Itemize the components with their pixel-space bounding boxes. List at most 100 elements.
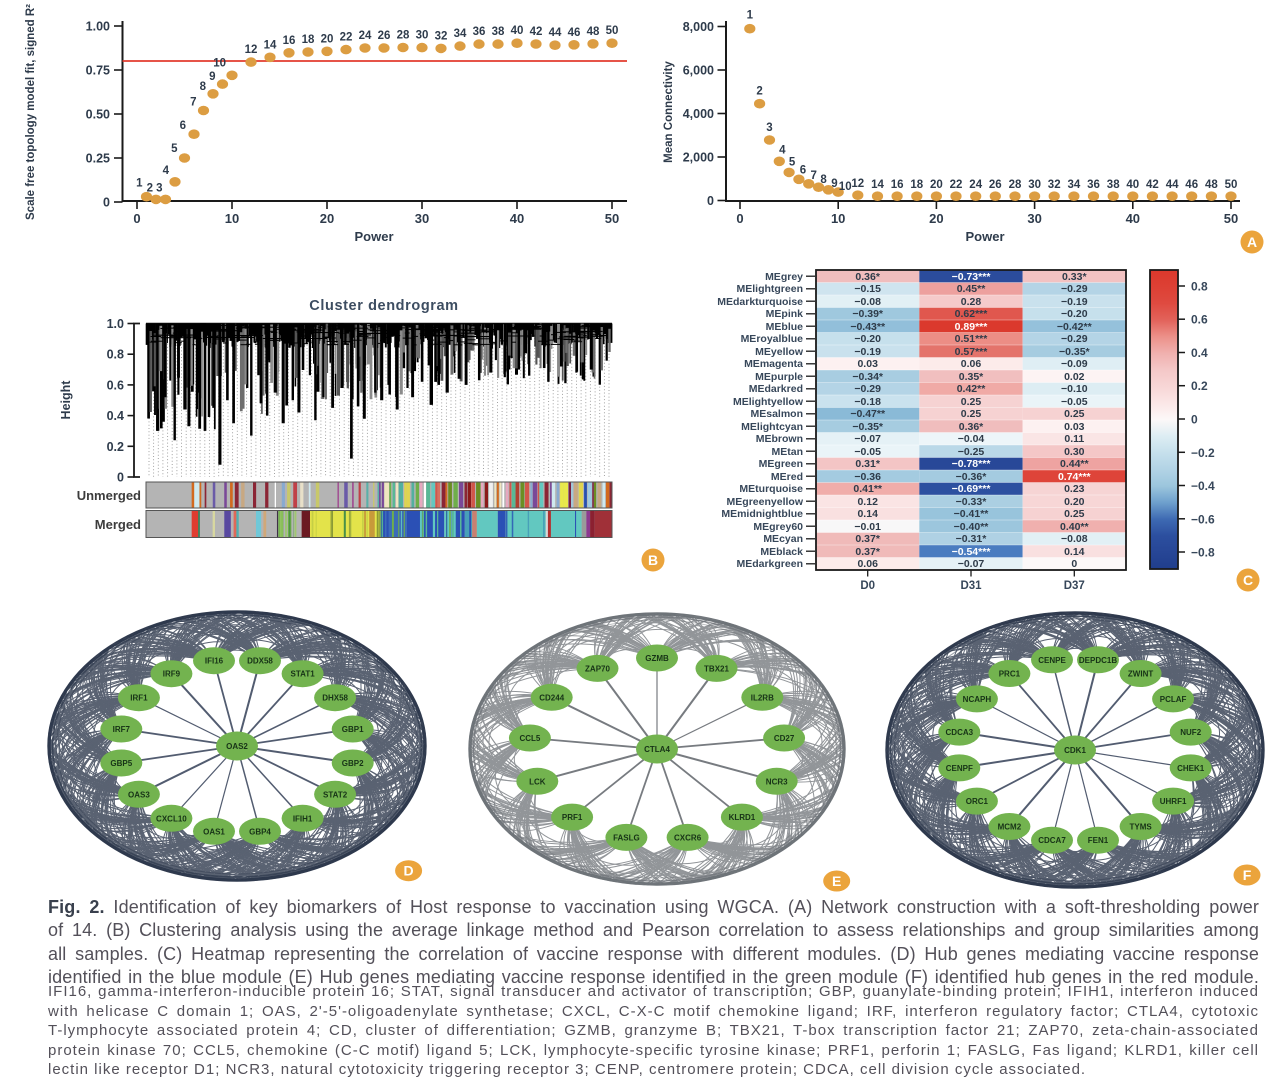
- svg-text:0.25: 0.25: [1064, 508, 1085, 520]
- svg-text:IL2RB: IL2RB: [751, 693, 774, 702]
- svg-text:D31: D31: [960, 580, 982, 592]
- svg-text:IRF1: IRF1: [130, 694, 148, 703]
- svg-text:4: 4: [779, 144, 786, 156]
- svg-text:16: 16: [891, 179, 904, 191]
- svg-text:−0.78***: −0.78***: [952, 458, 992, 470]
- svg-text:−0.09: −0.09: [1061, 358, 1088, 370]
- svg-text:MEdarkred: MEdarkred: [749, 383, 803, 395]
- svg-text:MEturquoise: MEturquoise: [739, 483, 803, 495]
- svg-text:40: 40: [1126, 211, 1140, 226]
- svg-text:0.14: 0.14: [857, 508, 878, 520]
- svg-text:0.75: 0.75: [86, 64, 110, 78]
- svg-text:−0.41**: −0.41**: [954, 508, 990, 520]
- svg-text:30: 30: [415, 211, 429, 226]
- svg-text:30: 30: [1028, 179, 1041, 191]
- svg-text:42: 42: [1146, 179, 1159, 191]
- svg-text:0.03: 0.03: [857, 358, 878, 370]
- svg-text:36: 36: [473, 26, 486, 38]
- svg-text:KLRD1: KLRD1: [729, 813, 756, 822]
- svg-text:MEpink: MEpink: [766, 308, 803, 320]
- svg-text:0.25: 0.25: [961, 396, 982, 408]
- svg-text:0.20: 0.20: [1064, 496, 1085, 508]
- svg-text:GBP5: GBP5: [110, 759, 132, 768]
- svg-text:MEbrown: MEbrown: [756, 433, 803, 445]
- svg-text:8: 8: [200, 81, 207, 93]
- svg-text:GBP4: GBP4: [249, 827, 271, 836]
- svg-text:MEmagenta: MEmagenta: [744, 358, 803, 370]
- svg-text:3: 3: [156, 182, 162, 194]
- svg-text:30: 30: [1027, 211, 1041, 226]
- svg-text:GZMB: GZMB: [645, 654, 669, 663]
- svg-text:0.4: 0.4: [1191, 346, 1208, 360]
- svg-text:10: 10: [831, 211, 845, 226]
- svg-text:IRF9: IRF9: [163, 670, 181, 679]
- svg-text:ZAP70: ZAP70: [585, 664, 610, 673]
- svg-text:1: 1: [747, 10, 754, 22]
- svg-text:0.45**: 0.45**: [957, 283, 987, 295]
- svg-text:0.89***: 0.89***: [955, 321, 989, 333]
- svg-text:3: 3: [766, 122, 772, 134]
- svg-text:0.8: 0.8: [1191, 280, 1208, 294]
- svg-text:DDX58: DDX58: [247, 657, 273, 666]
- svg-text:MEpurple: MEpurple: [755, 371, 803, 383]
- svg-text:−0.29: −0.29: [854, 383, 881, 395]
- svg-text:−0.10: −0.10: [1061, 383, 1088, 395]
- svg-text:46: 46: [568, 27, 581, 39]
- svg-text:0.30: 0.30: [1064, 446, 1085, 458]
- svg-text:−0.54***: −0.54***: [952, 546, 992, 558]
- svg-text:36: 36: [1087, 179, 1100, 191]
- svg-text:46: 46: [1185, 179, 1198, 191]
- svg-text:0.23: 0.23: [1064, 483, 1085, 495]
- svg-text:CDK1: CDK1: [1064, 746, 1086, 755]
- svg-text:Height: Height: [59, 380, 73, 420]
- svg-text:−0.01: −0.01: [854, 521, 881, 533]
- svg-text:18: 18: [302, 34, 315, 46]
- svg-text:5: 5: [171, 143, 178, 155]
- svg-text:0.25: 0.25: [1064, 408, 1085, 420]
- svg-text:Cluster dendrogram: Cluster dendrogram: [309, 298, 458, 314]
- svg-text:0.2: 0.2: [107, 440, 124, 454]
- svg-text:−0.35*: −0.35*: [852, 421, 884, 433]
- svg-text:0.37*: 0.37*: [855, 546, 880, 558]
- svg-text:−0.35*: −0.35*: [1059, 346, 1091, 358]
- svg-text:0.6: 0.6: [1191, 313, 1208, 327]
- svg-text:0.02: 0.02: [1064, 371, 1085, 383]
- svg-text:0.14: 0.14: [1064, 546, 1085, 558]
- svg-text:0: 0: [133, 211, 140, 226]
- svg-text:7: 7: [810, 170, 816, 182]
- svg-text:MElightcyan: MElightcyan: [741, 421, 803, 433]
- svg-text:9: 9: [831, 178, 837, 190]
- svg-text:CTLA4: CTLA4: [644, 745, 670, 754]
- svg-text:D37: D37: [1064, 580, 1085, 592]
- svg-text:40: 40: [511, 25, 524, 37]
- svg-text:10: 10: [213, 57, 226, 69]
- svg-text:MEgreenyellow: MEgreenyellow: [727, 496, 804, 508]
- svg-text:PCLAF: PCLAF: [1160, 695, 1187, 704]
- svg-text:40: 40: [510, 211, 524, 226]
- svg-text:MEyellow: MEyellow: [755, 346, 804, 358]
- svg-text:−0.36*: −0.36*: [956, 471, 988, 483]
- svg-text:0.4: 0.4: [107, 409, 124, 423]
- svg-text:6: 6: [800, 164, 806, 176]
- svg-text:Merged: Merged: [95, 517, 141, 532]
- svg-text:−0.15: −0.15: [854, 283, 881, 295]
- svg-text:8: 8: [820, 174, 827, 186]
- svg-text:CDCA3: CDCA3: [946, 728, 974, 737]
- svg-text:F: F: [1243, 867, 1252, 883]
- svg-text:CHEK1: CHEK1: [1177, 764, 1205, 773]
- svg-text:2,000: 2,000: [683, 151, 714, 165]
- svg-text:20: 20: [321, 33, 334, 45]
- svg-text:ORC1: ORC1: [966, 797, 989, 806]
- svg-text:−0.25: −0.25: [958, 446, 985, 458]
- svg-text:0.2: 0.2: [1191, 379, 1208, 393]
- svg-text:FASLG: FASLG: [613, 833, 640, 842]
- svg-text:MEcyan: MEcyan: [763, 533, 803, 545]
- svg-text:26: 26: [989, 179, 1002, 191]
- svg-text:PRF1: PRF1: [562, 813, 583, 822]
- svg-text:10: 10: [839, 181, 852, 193]
- svg-text:LCK: LCK: [529, 777, 546, 786]
- svg-text:44: 44: [549, 27, 562, 39]
- svg-text:0.50: 0.50: [86, 108, 110, 122]
- svg-text:20: 20: [320, 211, 334, 226]
- svg-text:0.44**: 0.44**: [1060, 458, 1090, 470]
